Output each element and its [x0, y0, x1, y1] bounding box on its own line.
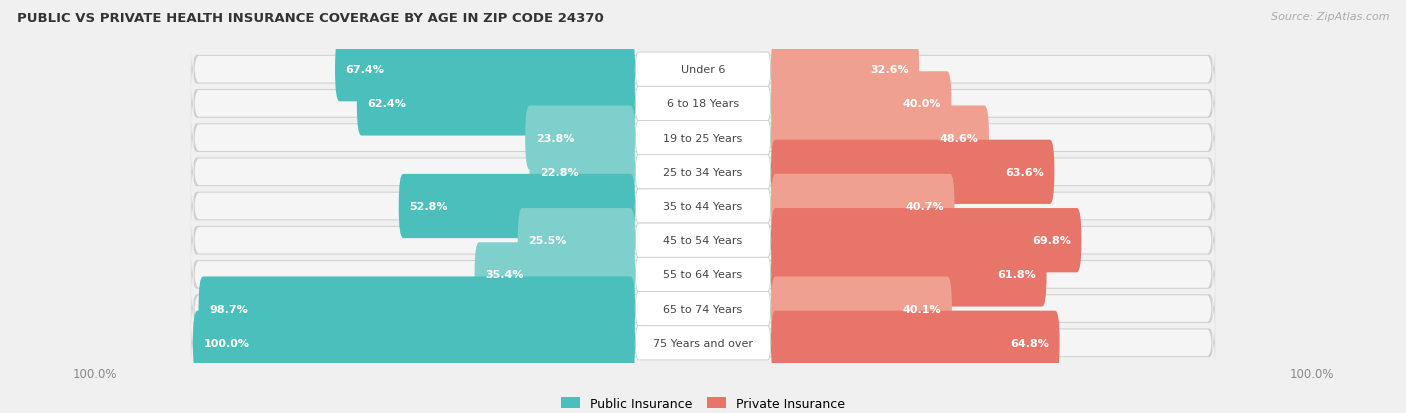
FancyBboxPatch shape [194, 319, 1212, 367]
Text: 75 Years and over: 75 Years and over [652, 338, 754, 348]
Text: 61.8%: 61.8% [997, 270, 1036, 280]
Text: 100.0%: 100.0% [204, 338, 249, 348]
FancyBboxPatch shape [335, 38, 636, 102]
Text: 98.7%: 98.7% [209, 304, 247, 314]
Text: 52.8%: 52.8% [409, 202, 449, 211]
FancyBboxPatch shape [191, 43, 1215, 97]
Text: 6 to 18 Years: 6 to 18 Years [666, 99, 740, 109]
FancyBboxPatch shape [636, 87, 770, 121]
FancyBboxPatch shape [636, 292, 770, 326]
Text: Under 6: Under 6 [681, 65, 725, 75]
FancyBboxPatch shape [194, 216, 1212, 265]
Text: 48.6%: 48.6% [939, 133, 979, 143]
FancyBboxPatch shape [191, 78, 1215, 131]
FancyBboxPatch shape [770, 277, 952, 341]
Text: 40.7%: 40.7% [905, 202, 943, 211]
FancyBboxPatch shape [636, 258, 770, 292]
FancyBboxPatch shape [194, 148, 1212, 197]
FancyBboxPatch shape [191, 248, 1215, 301]
FancyBboxPatch shape [770, 72, 952, 136]
FancyBboxPatch shape [636, 223, 770, 258]
FancyBboxPatch shape [770, 174, 955, 239]
FancyBboxPatch shape [194, 114, 1212, 162]
FancyBboxPatch shape [194, 251, 1212, 299]
Text: 40.0%: 40.0% [903, 99, 941, 109]
Text: 25.5%: 25.5% [529, 236, 567, 246]
Text: 35 to 44 Years: 35 to 44 Years [664, 202, 742, 211]
FancyBboxPatch shape [191, 180, 1215, 233]
Text: 35.4%: 35.4% [485, 270, 524, 280]
Text: 23.8%: 23.8% [536, 133, 574, 143]
FancyBboxPatch shape [194, 182, 1212, 231]
Text: 19 to 25 Years: 19 to 25 Years [664, 133, 742, 143]
FancyBboxPatch shape [770, 106, 988, 170]
FancyBboxPatch shape [770, 140, 1054, 204]
FancyBboxPatch shape [191, 146, 1215, 199]
FancyBboxPatch shape [636, 121, 770, 155]
Text: 25 to 34 Years: 25 to 34 Years [664, 167, 742, 177]
FancyBboxPatch shape [636, 53, 770, 87]
FancyBboxPatch shape [475, 243, 636, 307]
Text: 63.6%: 63.6% [1005, 167, 1043, 177]
FancyBboxPatch shape [194, 285, 1212, 333]
Text: 69.8%: 69.8% [1032, 236, 1071, 246]
Text: 55 to 64 Years: 55 to 64 Years [664, 270, 742, 280]
FancyBboxPatch shape [636, 155, 770, 190]
FancyBboxPatch shape [399, 174, 636, 239]
FancyBboxPatch shape [191, 316, 1215, 370]
FancyBboxPatch shape [194, 80, 1212, 128]
FancyBboxPatch shape [526, 106, 636, 170]
FancyBboxPatch shape [357, 72, 636, 136]
FancyBboxPatch shape [530, 140, 636, 204]
Text: 40.1%: 40.1% [903, 304, 941, 314]
Text: 67.4%: 67.4% [346, 65, 385, 75]
Text: 64.8%: 64.8% [1010, 338, 1049, 348]
FancyBboxPatch shape [191, 282, 1215, 335]
Text: Source: ZipAtlas.com: Source: ZipAtlas.com [1271, 12, 1389, 22]
Legend: Public Insurance, Private Insurance: Public Insurance, Private Insurance [555, 392, 851, 413]
Text: PUBLIC VS PRIVATE HEALTH INSURANCE COVERAGE BY AGE IN ZIP CODE 24370: PUBLIC VS PRIVATE HEALTH INSURANCE COVER… [17, 12, 603, 25]
FancyBboxPatch shape [636, 326, 770, 360]
FancyBboxPatch shape [517, 209, 636, 273]
Text: 22.8%: 22.8% [540, 167, 579, 177]
FancyBboxPatch shape [770, 243, 1046, 307]
FancyBboxPatch shape [770, 209, 1081, 273]
Text: 45 to 54 Years: 45 to 54 Years [664, 236, 742, 246]
FancyBboxPatch shape [636, 190, 770, 223]
FancyBboxPatch shape [191, 112, 1215, 165]
Text: 65 to 74 Years: 65 to 74 Years [664, 304, 742, 314]
FancyBboxPatch shape [194, 46, 1212, 94]
FancyBboxPatch shape [191, 214, 1215, 267]
FancyBboxPatch shape [193, 311, 636, 375]
FancyBboxPatch shape [770, 38, 920, 102]
Text: 62.4%: 62.4% [367, 99, 406, 109]
FancyBboxPatch shape [770, 311, 1060, 375]
Text: 32.6%: 32.6% [870, 65, 908, 75]
FancyBboxPatch shape [198, 277, 636, 341]
